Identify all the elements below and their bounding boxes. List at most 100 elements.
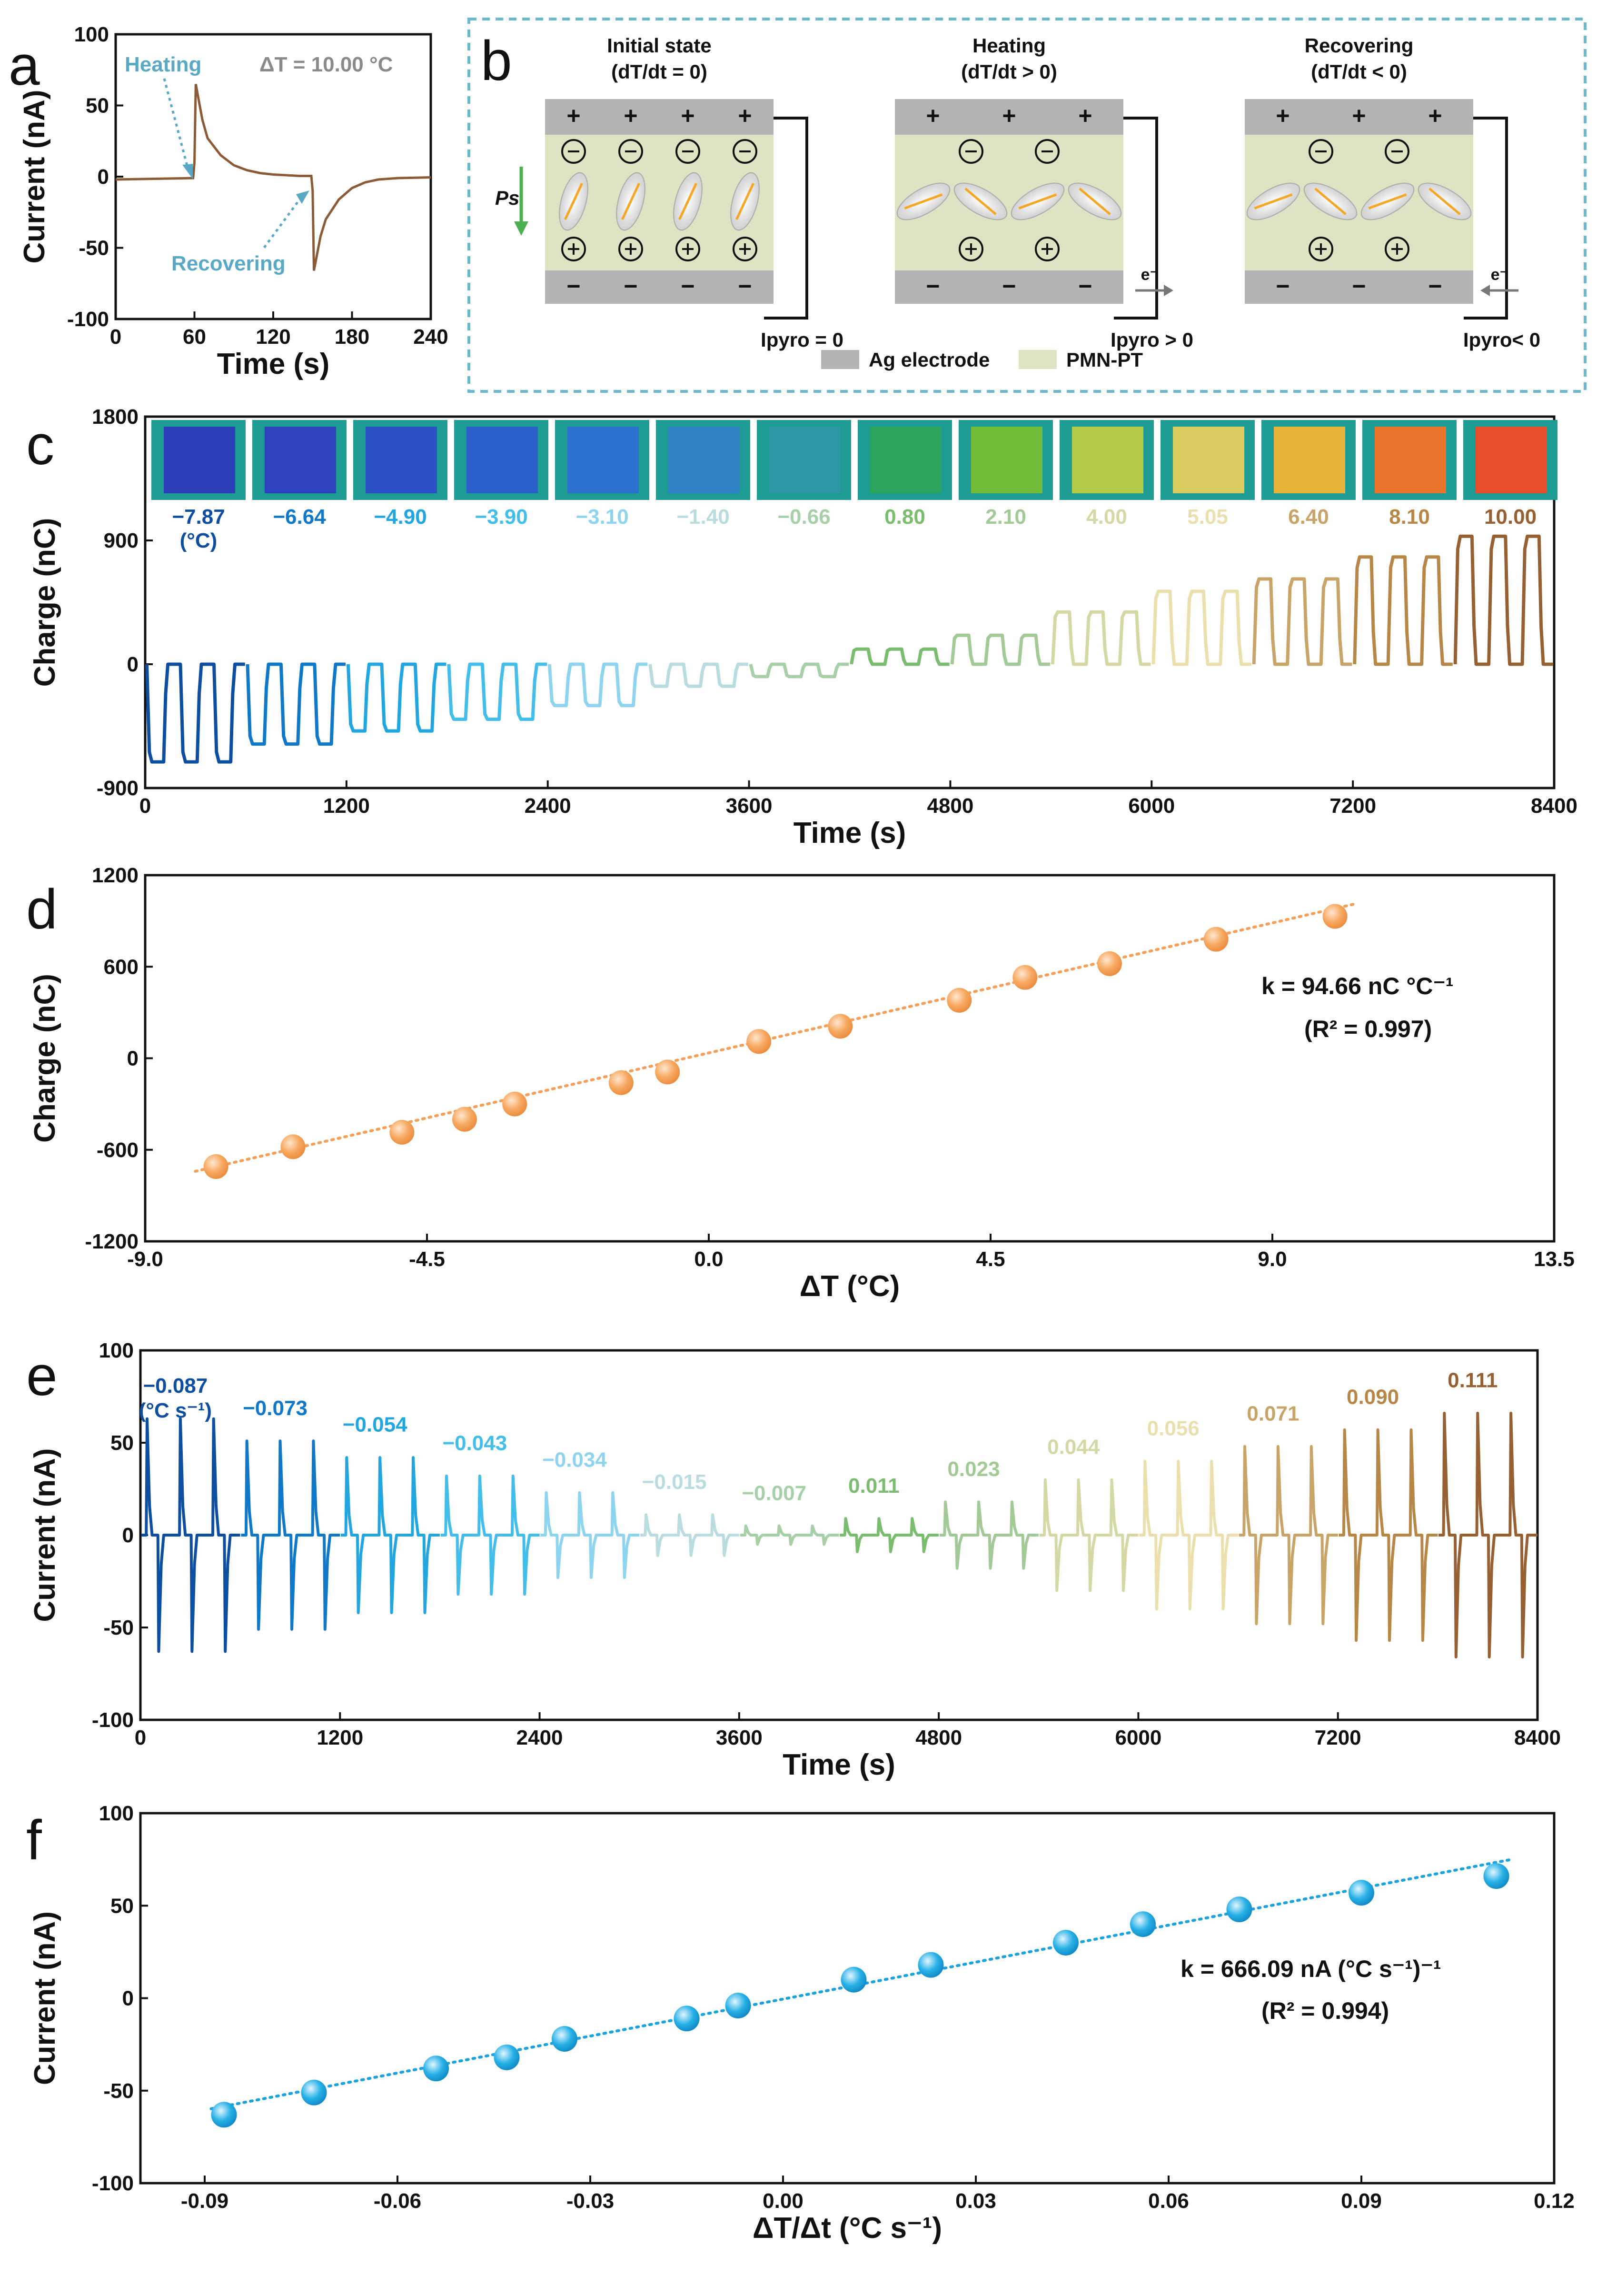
current-segment [1239,1445,1338,1626]
top-electrode [1245,99,1473,135]
x-tick-label: 0 [139,794,151,818]
plus-sign: + [1078,102,1092,129]
x-axis-label: ΔT/Δt (°C s⁻¹) [753,2212,942,2245]
state-title: Recovering [1305,34,1414,57]
bound-negative-charge [675,139,700,164]
minus-sign: − [681,273,694,299]
temperature-label: −6.64 [273,505,326,529]
temperature-label: −3.10 [575,505,628,529]
charge-segment [1353,555,1453,666]
state-condition: (dT/dt > 0) [961,60,1057,83]
data-point [841,1967,867,1993]
rate-label: 0.090 [1347,1386,1399,1409]
minus-sign: − [624,273,637,299]
y-tick-label: -1200 [85,1230,139,1253]
panel-label-e: e [26,1345,58,1408]
panel-label-a: a [9,34,40,97]
data-point [280,1134,306,1159]
data-point [552,2026,577,2052]
y-tick-label: -900 [97,777,139,800]
dipole-arrow [1018,193,1057,210]
panel-d: d -9.0 -4.5 0.0 4.5 9.0 13.5 -1200 -600 0 600 1200 Δ… [26,864,1575,1303]
fit-line [194,902,1356,1173]
recovering-arrow [263,198,301,249]
dipole-arrow [964,188,997,215]
electron-arrowhead [1480,285,1490,296]
bound-positive-charge [1309,237,1333,261]
bottom-electrode [1245,270,1473,304]
minus-sign: − [738,273,752,299]
x-tick-label: 0.03 [955,2189,996,2213]
charge-segment [850,647,950,666]
rate-label: −0.073 [243,1397,307,1420]
data-point [494,2044,520,2070]
bound-positive-charge [959,237,983,261]
external-wire [1114,117,1158,319]
plus-sign: + [738,102,752,129]
rate-label: −0.034 [542,1448,607,1471]
x-tick-label: 2400 [516,1726,563,1749]
dipole-arrow [564,182,584,220]
x-tick-label: 0.00 [763,2189,803,2213]
charge-segment [447,662,547,721]
panel-label-b: b [481,30,512,92]
state-1: Initial state (dT/dt = 0) + − + − + − + − Ipyro = … [545,34,843,351]
panel-b-schematic: b Initial state (dT/dt = 0) + − + − + − + − Ipyro =… [467,18,1587,393]
pyro-current-label: Ipyro = 0 [761,329,843,351]
rate-label: 0.044 [1047,1435,1100,1458]
x-tick-label: 180 [335,325,369,349]
temperature-label: −4.90 [374,505,427,529]
data-point [1322,904,1348,929]
bound-negative-charge [1035,139,1060,164]
x-tick-label: 9.0 [1258,1248,1287,1271]
bottom-electrode [545,270,774,304]
y-axis-label: Charge (nC) [29,518,61,687]
legend-swatch-pmnpt [1019,350,1057,369]
current-segment [440,1474,540,1596]
x-tick-label: 8400 [1531,794,1577,818]
charge-segment [547,662,648,708]
charge-segment [1051,610,1151,666]
thermal-image [1274,427,1345,493]
current-segment [1139,1459,1239,1611]
plot-frame [144,415,1556,789]
top-electrode [545,99,774,135]
x-tick-label: -0.03 [566,2189,614,2213]
panel-label-f: f [26,1809,42,1872]
thermal-image [870,427,942,493]
x-tick-label: 0.09 [1341,2189,1382,2213]
data-point [211,2102,237,2128]
rate-label: 0.056 [1147,1417,1200,1440]
temperature-label: −0.66 [777,505,830,529]
y-tick-label: 0 [127,653,139,676]
ps-arrowhead [514,221,528,236]
temperature-label: −3.90 [475,505,527,529]
y-tick-label: -100 [67,308,109,331]
current-segment [241,1439,340,1631]
dipole-arrow [735,182,755,220]
legend-pmnpt-label: PMN-PT [1066,349,1143,371]
x-axis-label: ΔT (°C) [800,1270,900,1303]
bound-positive-charge [733,237,757,261]
x-tick-label: 0.06 [1148,2189,1189,2213]
data-point [674,2006,700,2032]
data-point [1053,1929,1079,1956]
minus-sign: − [1428,273,1442,299]
bound-positive-charge [561,237,586,261]
plus-sign: + [624,102,637,129]
external-wire [1464,117,1508,319]
current-segment [840,1517,939,1553]
data-point [203,1154,228,1179]
data-point [947,988,972,1013]
x-tick-label: 4800 [915,1726,962,1749]
y-tick-label: -50 [79,237,109,260]
legend-swatch-electrode [821,350,859,369]
dipole-arrow [1254,193,1293,210]
y-tick-label: -50 [103,1616,134,1639]
external-wire [764,117,808,319]
rate-label: −0.087 [143,1374,208,1398]
y-tick-label: -100 [92,1708,134,1732]
rate-label: 0.011 [848,1474,900,1497]
minus-sign: − [1002,273,1016,299]
